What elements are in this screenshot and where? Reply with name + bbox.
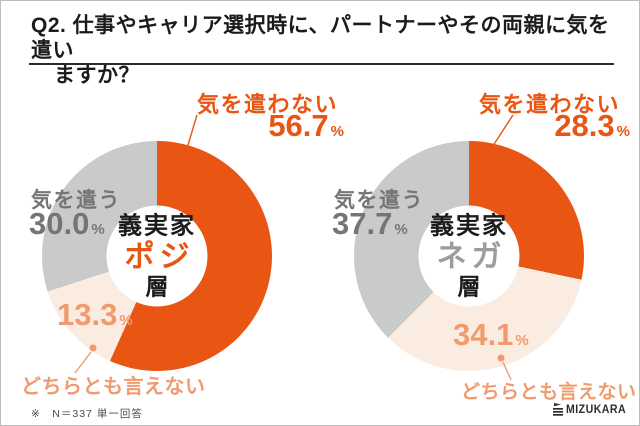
question-line-1: Q2. 仕事やキャリア選択時に、パートナーやその両親に気を遣い [31,14,610,62]
percent-sign: % [119,312,133,329]
page-title: Q2. 仕事やキャリア選択時に、パートナーやその両親に気を遣い ますか？ [31,13,621,88]
percent-sign: % [91,221,105,238]
segment-value-care-left: 30.0% [29,206,105,242]
donut-chart-negative-group: 義実家 ネガ 層 [354,141,584,371]
segment-value-no-care-left: 56.7% [191,108,344,144]
segment-value-care-right: 37.7% [332,206,408,242]
segment-label-care-right: 気を遣う [334,189,424,212]
percent-number: 30.0 [29,206,90,241]
segment-label-care-left: 気を遣う [31,189,121,212]
center-label-top: 義実家 [430,212,508,240]
title-underline [29,63,614,65]
percent-number: 28.3 [554,108,615,143]
center-label-main: ポジ [124,240,195,274]
center-label-bottom: 層 [457,273,481,300]
mizukara-logo-text: MIZUKARA [565,404,626,416]
segment-value-no-care-right: 28.3% [477,108,630,144]
center-label-main: ネガ [436,240,507,274]
segment-label-no-care-right: 気を遣わない [478,92,620,117]
center-label-top: 義実家 [118,212,196,240]
segment-label-neutral-right: どちらとも言えない [461,382,637,403]
segment-value-neutral-left: 13.3% [57,297,133,333]
percent-number: 37.7 [332,206,393,241]
donut-hole-negative: 義実家 ネガ 層 [418,205,520,307]
sample-size-note: ※ N＝337 単一回答 [31,408,143,420]
segment-label-no-care-left: 気を遣わない [196,92,338,117]
center-label-bottom: 層 [145,273,169,300]
percent-sign: % [394,221,408,238]
mizukara-logo: MIZUKARA [552,403,631,417]
percent-sign: % [515,332,529,349]
question-line-2: ますか？ [54,64,140,87]
percent-number: 34.1 [453,317,514,352]
percent-number: 56.7 [268,108,329,143]
segment-value-neutral-right: 34.1% [453,317,529,353]
segment-label-neutral-left: どちらとも言えない [21,376,206,398]
mizukara-logo-icon [552,403,563,416]
percent-sign: % [616,123,630,140]
percent-sign: % [330,123,344,140]
donut-hole-positive: 義実家 ポジ 層 [106,205,208,307]
donut-chart-positive-group: 義実家 ポジ 層 [42,141,272,371]
percent-number: 13.3 [57,297,118,332]
